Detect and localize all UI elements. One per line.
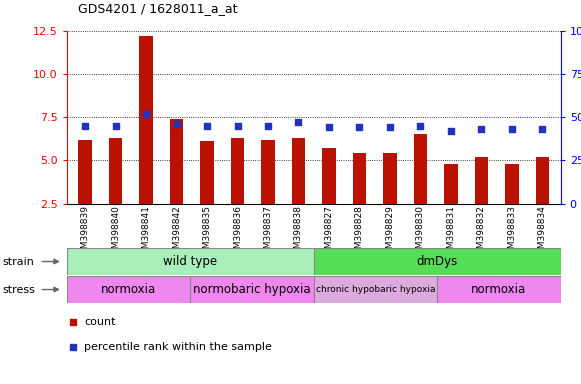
Point [324,124,333,131]
Bar [383,153,397,204]
Text: normoxia: normoxia [101,283,156,296]
Text: count: count [84,317,116,327]
Bar [67,276,190,303]
Text: strain: strain [3,257,35,266]
Bar [139,36,153,204]
Point [141,111,150,117]
Point [507,126,517,132]
Point [263,123,272,129]
Point [233,123,242,129]
Text: GDS4201 / 1628011_a_at: GDS4201 / 1628011_a_at [78,2,238,15]
Bar [109,138,123,204]
Bar [200,141,214,204]
Point [446,128,456,134]
Text: normobaric hypoxia: normobaric hypoxia [193,283,311,296]
Bar [314,276,437,303]
Bar [231,138,245,204]
Point [202,123,211,129]
Point [538,126,547,132]
Text: percentile rank within the sample: percentile rank within the sample [84,342,272,352]
Bar [536,157,549,204]
Bar [437,276,561,303]
Point [416,123,425,129]
Text: wild type: wild type [163,255,217,268]
Point [260,16,270,22]
Point [260,247,270,253]
Bar [353,153,367,204]
Bar [505,164,519,204]
Text: stress: stress [3,285,36,295]
Point [172,121,181,127]
Point [111,123,120,129]
Bar [475,157,488,204]
Point [385,124,394,131]
Point [355,124,364,131]
Bar [78,140,92,204]
Text: chronic hypobaric hypoxia: chronic hypobaric hypoxia [315,285,435,294]
Bar [292,138,306,204]
Point [294,119,303,125]
Bar [67,248,314,275]
Bar [261,140,275,204]
Text: normoxia: normoxia [471,283,526,296]
Bar [170,119,184,204]
Bar [322,148,336,204]
Point [80,123,89,129]
Bar [444,164,458,204]
Bar [314,248,561,275]
Text: dmDys: dmDys [417,255,458,268]
Bar [190,276,314,303]
Bar [414,134,427,204]
Point [477,126,486,132]
